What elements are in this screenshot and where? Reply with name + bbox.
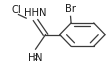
Text: Br: Br (65, 4, 75, 14)
Text: H: H (28, 53, 36, 63)
Text: HHN: HHN (24, 8, 46, 18)
Text: Cl: Cl (11, 5, 21, 15)
Text: N: N (35, 53, 42, 63)
Text: 2: 2 (33, 55, 37, 61)
